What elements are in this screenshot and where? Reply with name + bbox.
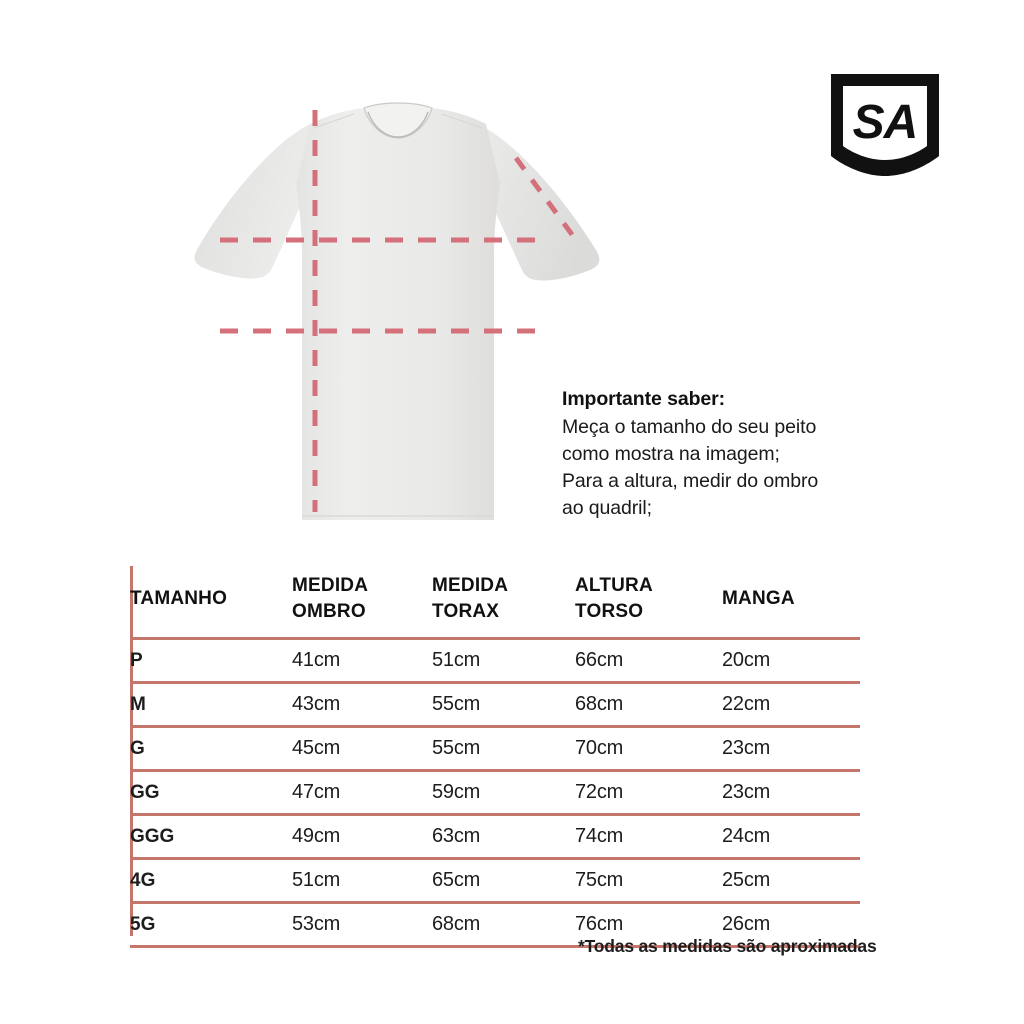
cell-manga: 20cm: [722, 638, 860, 684]
cell-ombro: 51cm: [292, 858, 432, 904]
logo-text: SA: [853, 96, 918, 149]
table-header-row: TAMANHO MEDIDA OMBRO MEDIDA TORAX ALTURA…: [130, 562, 860, 640]
cell-torso: 70cm: [575, 726, 722, 772]
cell-size: GG: [130, 770, 292, 816]
cell-size: G: [130, 726, 292, 772]
cell-manga: 22cm: [722, 682, 860, 728]
column-header-manga: MANGA: [722, 562, 860, 640]
cell-manga: 24cm: [722, 814, 860, 860]
cell-size: 5G: [130, 902, 292, 948]
table-row: G 45cm 55cm 70cm 23cm: [130, 726, 860, 772]
cell-torax: 59cm: [432, 770, 575, 816]
sa-shield-icon: SA: [831, 74, 939, 176]
table-footnote: *Todas as medidas são aproximadas: [578, 936, 877, 956]
cell-manga: 26cm: [722, 902, 860, 948]
tshirt-shape: [194, 102, 600, 520]
important-note: Importante saber: Meça o tamanho do seu …: [562, 386, 902, 522]
column-header-medida-torax: MEDIDA TORAX: [432, 562, 575, 640]
table-row: GGG 49cm 63cm 74cm 24cm: [130, 814, 860, 860]
cell-size: M: [130, 682, 292, 728]
cell-size: P: [130, 638, 292, 684]
cell-torax: 55cm: [432, 682, 575, 728]
note-line-4: ao quadril;: [562, 497, 652, 519]
tshirt-illustration: [178, 88, 618, 540]
guide-sleeve-length: [513, 156, 579, 242]
cell-torax: 68cm: [432, 902, 575, 948]
cell-torso: 68cm: [575, 682, 722, 728]
cell-torax: 51cm: [432, 638, 575, 684]
cell-manga: 25cm: [722, 858, 860, 904]
cell-torso: 72cm: [575, 770, 722, 816]
table-row: M 43cm 55cm 68cm 22cm: [130, 682, 860, 728]
cell-torso: 75cm: [575, 858, 722, 904]
cell-torso: 76cm: [575, 902, 722, 948]
cell-ombro: 53cm: [292, 902, 432, 948]
cell-torax: 63cm: [432, 814, 575, 860]
cell-manga: 23cm: [722, 726, 860, 772]
sa-logo: SA: [829, 72, 941, 184]
cell-torso: 66cm: [575, 638, 722, 684]
table-row: GG 47cm 59cm 72cm 23cm: [130, 770, 860, 816]
note-line-2: como mostra na imagem;: [562, 443, 780, 465]
cell-ombro: 49cm: [292, 814, 432, 860]
cell-manga: 23cm: [722, 770, 860, 816]
note-line-1: Meça o tamanho do seu peito: [562, 416, 817, 438]
cell-torax: 65cm: [432, 858, 575, 904]
table-row: P 41cm 51cm 66cm 20cm: [130, 638, 860, 684]
table-row: 5G 53cm 68cm 76cm 26cm: [130, 902, 860, 948]
column-header-altura-torso: ALTURA TORSO: [575, 562, 722, 640]
cell-ombro: 45cm: [292, 726, 432, 772]
note-line-3: Para a altura, medir do ombro: [562, 470, 819, 492]
cell-ombro: 41cm: [292, 638, 432, 684]
cell-ombro: 47cm: [292, 770, 432, 816]
cell-size: 4G: [130, 858, 292, 904]
cell-torso: 74cm: [575, 814, 722, 860]
cell-size: GGG: [130, 814, 292, 860]
cell-torax: 55cm: [432, 726, 575, 772]
table-row: 4G 51cm 65cm 75cm 25cm: [130, 858, 860, 904]
column-header-tamanho: TAMANHO: [130, 562, 292, 640]
size-chart-table: TAMANHO MEDIDA OMBRO MEDIDA TORAX ALTURA…: [130, 562, 860, 948]
cell-ombro: 43cm: [292, 682, 432, 728]
note-title: Importante saber:: [562, 388, 726, 410]
column-header-medida-ombro: MEDIDA OMBRO: [292, 562, 432, 640]
